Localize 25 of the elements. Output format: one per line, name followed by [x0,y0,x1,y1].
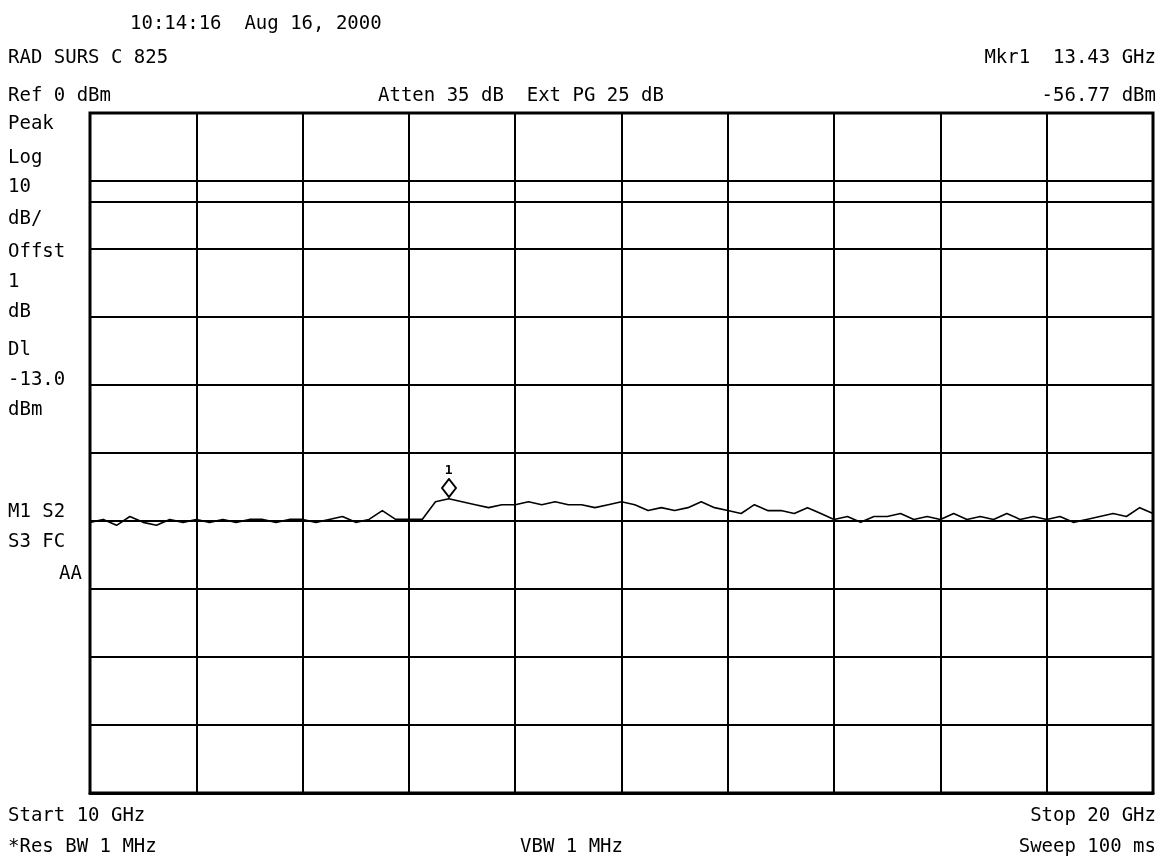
text: AA [59,561,83,583]
text: Peak [8,111,55,133]
text: 10:14:16 Aug 16, 2000 [130,11,382,33]
text: -56.77 dBm [1041,83,1156,105]
text: Ref 0 dBm [8,83,111,105]
text: M1 S2 [8,499,66,521]
text: dB [8,299,31,321]
text: Atten 35 dB Ext PG 25 dB [378,83,664,105]
text: Offst [8,239,66,261]
annotation: 1 [443,461,454,477]
text: -13.0 [8,367,66,389]
text: RAD SURS C 825 [8,45,169,67]
text: Start 10 GHz [8,803,146,825]
text: S3 FC [8,529,66,551]
text: dB/ [8,206,43,228]
text: VBW 1 MHz [520,834,623,856]
text: Sweep 100 ms [1018,834,1156,856]
text: Stop 20 GHz [1030,803,1156,825]
text: *Res BW 1 MHz [8,834,157,856]
text: 1 [8,269,20,291]
text: 10 [8,174,31,196]
text: Mkr1 13.43 GHz [984,45,1156,67]
text: Log [8,145,43,167]
text: Dl [8,337,31,359]
text: dBm [8,397,43,419]
